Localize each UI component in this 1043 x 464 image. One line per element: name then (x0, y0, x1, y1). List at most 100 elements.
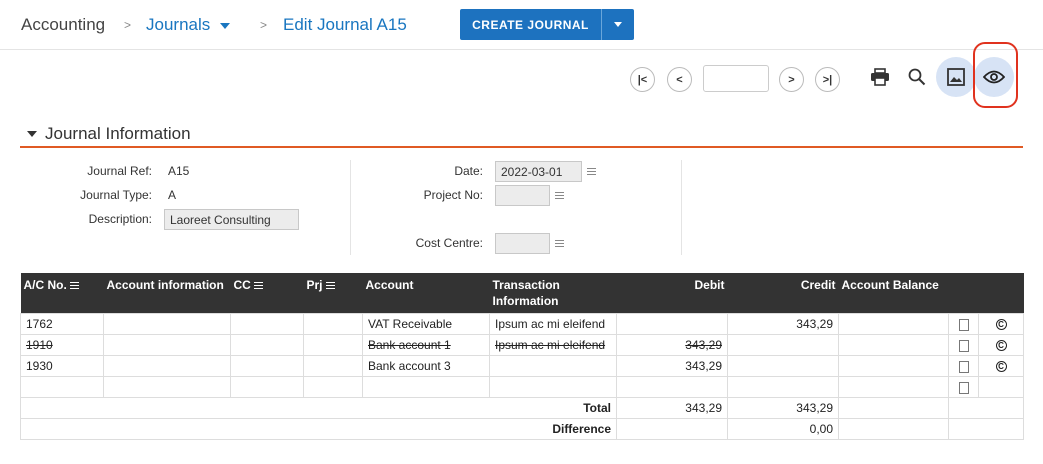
search-icon[interactable] (903, 63, 931, 91)
cell-prj[interactable] (303, 355, 363, 377)
document-icon[interactable] (958, 339, 969, 352)
cell-account-info[interactable] (103, 334, 231, 356)
cell-doc[interactable] (948, 313, 979, 335)
pager-next-button[interactable]: > (779, 67, 804, 92)
cell-debit[interactable] (616, 313, 728, 335)
create-journal-dropdown[interactable] (602, 9, 634, 40)
list-icon[interactable] (587, 167, 596, 175)
col-account[interactable]: Account (362, 273, 490, 314)
cell-debit[interactable]: 343,29 (616, 334, 728, 356)
prev-page-icon: < (676, 73, 683, 86)
cell-info[interactable]: Ipsum ac mi eleifend (489, 334, 617, 356)
cell-c[interactable]: C (978, 334, 1024, 356)
cell-ac[interactable]: 1930 (20, 355, 104, 377)
breadcrumb-journals[interactable]: Journals (146, 15, 231, 35)
cell-prj[interactable] (303, 376, 363, 398)
cell-cc[interactable] (230, 376, 304, 398)
cell-c[interactable]: C (978, 313, 1024, 335)
cell-ac[interactable]: 1762 (20, 313, 104, 335)
cell-account-info[interactable] (103, 313, 231, 335)
cell-doc[interactable] (948, 334, 979, 356)
col-account-info[interactable]: Account information (103, 273, 231, 314)
breadcrumb-accounting[interactable]: Accounting (21, 15, 106, 34)
document-icon[interactable] (958, 381, 969, 394)
date-label: Date: (454, 164, 483, 178)
create-journal-button[interactable]: CREATE JOURNAL (460, 9, 634, 40)
col-transaction[interactable]: Transaction Information (489, 273, 617, 314)
cell-doc[interactable] (948, 355, 979, 377)
total-row: Total 343,29 343,29 (20, 397, 1024, 419)
project-field[interactable] (495, 185, 550, 206)
description-label: Description: (88, 212, 152, 226)
section-header[interactable]: Journal Information (27, 124, 191, 144)
caret-down-icon (27, 131, 37, 137)
create-journal-label[interactable]: CREATE JOURNAL (460, 9, 602, 40)
col-ac-no[interactable]: A/C No. (20, 273, 104, 314)
image-icon[interactable] (936, 57, 976, 97)
copyright-icon[interactable]: C (995, 319, 1007, 331)
col-prj[interactable]: Prj (303, 273, 363, 314)
last-page-icon: >| (822, 73, 833, 86)
list-icon[interactable] (555, 191, 564, 199)
journal-ref-value: A15 (168, 164, 190, 178)
col-transaction-line1: Transaction (492, 278, 560, 292)
top-bar: Accounting > Journals > Edit Journal A15… (0, 0, 1043, 50)
sort-list-icon[interactable] (253, 281, 263, 290)
cell-info[interactable] (489, 355, 617, 377)
cell-account-info[interactable] (103, 355, 231, 377)
table-row[interactable]: 1762 VAT Receivable Ipsum ac mi eleifend… (20, 313, 1024, 335)
highlight-annotation (973, 42, 1018, 108)
cell-account[interactable] (362, 376, 490, 398)
cell-info[interactable]: Ipsum ac mi eleifend (489, 313, 617, 335)
cell-credit[interactable] (727, 355, 839, 377)
table-row[interactable]: 1930 Bank account 3 343,29 C (20, 355, 1024, 377)
col-credit[interactable]: Credit (727, 273, 839, 314)
cell-account-info[interactable] (103, 376, 231, 398)
list-icon[interactable] (555, 239, 564, 247)
table-row[interactable]: 1910 Bank account 1 Ipsum ac mi eleifend… (20, 334, 1024, 356)
cell-c[interactable]: C (978, 355, 1024, 377)
pager-first-button[interactable]: |< (630, 67, 655, 92)
cell-prj[interactable] (303, 313, 363, 335)
pager-input[interactable] (703, 65, 769, 92)
copyright-icon[interactable]: C (995, 361, 1007, 373)
cell-debit[interactable]: 343,29 (616, 355, 728, 377)
cost-centre-field[interactable] (495, 233, 550, 254)
description-field[interactable]: Laoreet Consulting (164, 209, 299, 230)
cell-balance (838, 376, 949, 398)
cell-ac[interactable] (20, 376, 104, 398)
cell-ac[interactable]: 1910 (20, 334, 104, 356)
col-debit[interactable]: Debit (616, 273, 728, 314)
cell-credit[interactable] (727, 376, 839, 398)
pager-last-button[interactable]: >| (815, 67, 840, 92)
cell-cc[interactable] (230, 355, 304, 377)
table-row[interactable] (20, 376, 1024, 398)
sort-list-icon[interactable] (69, 281, 79, 290)
col-prj-label: Prj (306, 278, 323, 292)
cell-account[interactable]: Bank account 3 (362, 355, 490, 377)
chevron-down-icon[interactable] (220, 22, 231, 29)
col-cc[interactable]: CC (230, 273, 304, 314)
date-field[interactable]: 2022-03-01 (495, 161, 582, 182)
journal-type-value: A (168, 188, 177, 202)
pager-prev-button[interactable]: < (667, 67, 692, 92)
cell-cc[interactable] (230, 313, 304, 335)
cell-c (978, 376, 1024, 398)
cell-account[interactable]: VAT Receivable (362, 313, 490, 335)
copyright-icon[interactable]: C (995, 340, 1007, 352)
document-icon[interactable] (958, 318, 969, 331)
printer-icon[interactable] (866, 63, 894, 91)
cell-credit[interactable]: 343,29 (727, 313, 839, 335)
cell-doc[interactable] (948, 376, 979, 398)
col-balance[interactable]: Account Balance (838, 273, 1024, 314)
cell-account[interactable]: Bank account 1 (362, 334, 490, 356)
eye-icon[interactable] (974, 57, 1014, 97)
cell-prj[interactable] (303, 334, 363, 356)
sort-list-icon[interactable] (325, 281, 335, 290)
cell-cc[interactable] (230, 334, 304, 356)
cell-credit[interactable] (727, 334, 839, 356)
column-divider (681, 160, 682, 255)
document-icon[interactable] (958, 360, 969, 373)
cell-info[interactable] (489, 376, 617, 398)
cell-debit[interactable] (616, 376, 728, 398)
